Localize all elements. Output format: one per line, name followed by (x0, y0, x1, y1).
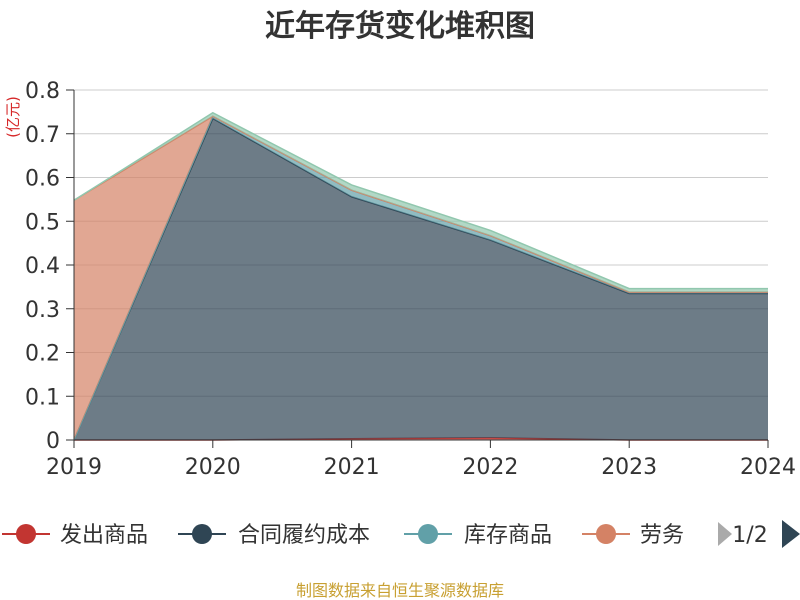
legend-label: 发出商品 (60, 523, 148, 548)
x-tick-label: 2023 (601, 455, 657, 480)
y-axis-unit: (亿元) (4, 96, 22, 138)
x-tick-label: 2020 (185, 455, 241, 480)
legend-label: 劳务 (640, 523, 684, 548)
series-area-fill (74, 118, 768, 440)
legend-label: 合同履约成本 (238, 523, 370, 548)
legend-item-labor[interactable]: 劳务 (582, 523, 684, 548)
legend-marker-icon (418, 524, 438, 544)
x-tick-label: 2019 (46, 455, 102, 480)
legend: 发出商品 合同履约成本 库存商品 劳务 1/2 (2, 520, 800, 548)
legend-marker-icon (596, 524, 616, 544)
y-tick-label: 0 (46, 429, 60, 454)
y-tick-label: 0.1 (25, 385, 60, 410)
series-line (73, 111, 768, 290)
y-tick-label: 0.7 (25, 123, 60, 148)
x-tick-label: 2021 (324, 455, 380, 480)
chart-title: 近年存货变化堆积图 (265, 9, 535, 44)
legend-marker-icon (192, 524, 212, 544)
area-series (73, 111, 768, 441)
legend-page-indicator: 1/2 (732, 523, 767, 548)
series-area-4 (73, 111, 768, 293)
legend-item-shipped-goods[interactable]: 发出商品 (2, 523, 148, 548)
legend-item-inventory-goods[interactable]: 库存商品 (404, 523, 552, 548)
y-tick-label: 0.4 (25, 254, 60, 279)
legend-item-contract-cost[interactable]: 合同履约成本 (178, 523, 370, 548)
legend-marker-icon (16, 524, 36, 544)
y-tick-label: 0.6 (25, 167, 60, 192)
x-tick-labels: 2019 2020 2021 2022 2023 2024 (46, 440, 796, 480)
x-tick-label: 2022 (462, 455, 518, 480)
y-tick-label: 0.8 (25, 79, 60, 104)
data-source: 制图数据来自恒生聚源数据库 (296, 581, 504, 600)
x-tick-label: 2024 (740, 455, 796, 480)
legend-label: 库存商品 (464, 523, 552, 548)
legend-next-icon[interactable] (782, 520, 800, 548)
axes (73, 90, 768, 441)
y-tick-label: 0.2 (25, 342, 60, 367)
y-tick-label: 0.3 (25, 298, 60, 323)
legend-prev-icon[interactable] (718, 522, 732, 546)
y-tick-label: 0.5 (25, 210, 60, 235)
y-tick-labels: 0 0.1 0.2 0.3 0.4 0.5 0.6 0.7 0.8 (25, 79, 60, 454)
